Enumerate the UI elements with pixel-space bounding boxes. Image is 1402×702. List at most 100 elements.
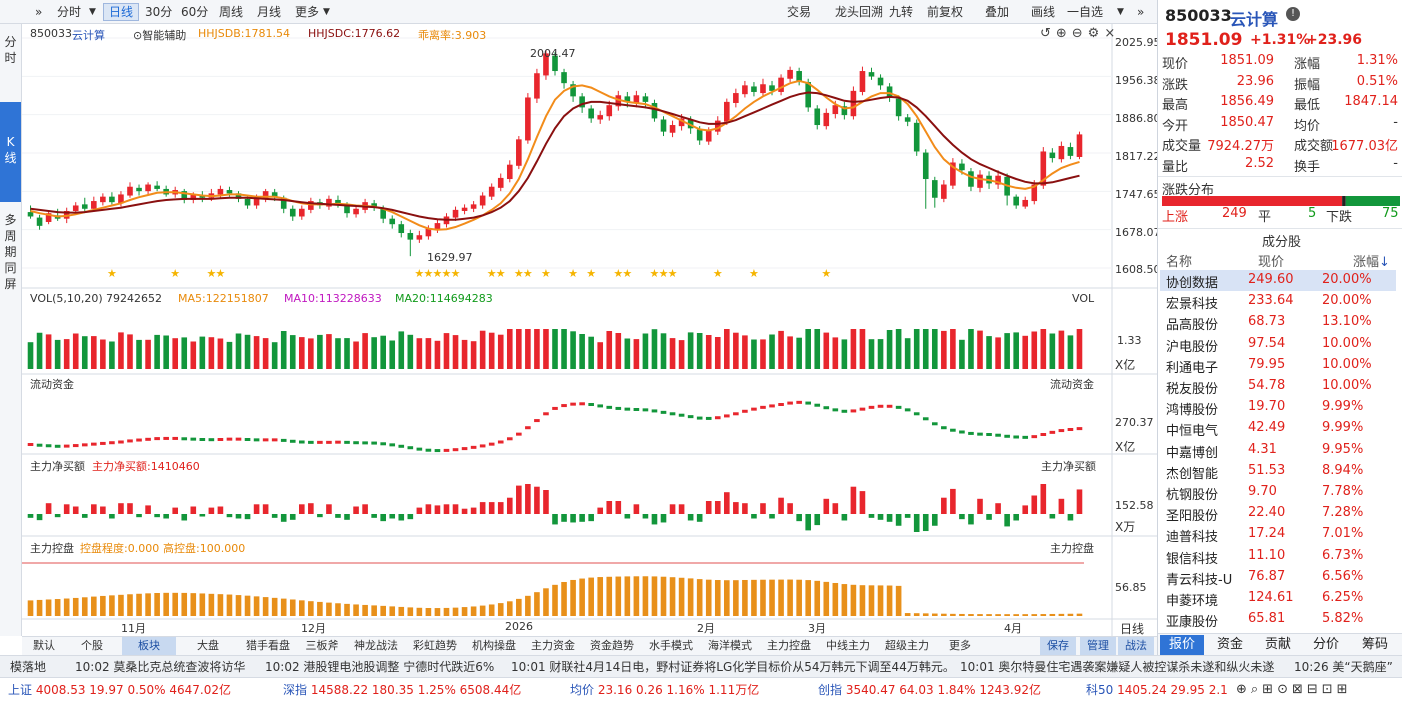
bottom-tab-9[interactable]: 主力资金 (531, 639, 575, 652)
tab-30min[interactable]: 30分 (145, 5, 173, 19)
stock-row[interactable]: 税友股份 54.78 10.00% (1160, 376, 1396, 397)
tab-intraday-1[interactable]: 分 (4, 35, 17, 49)
tab-monthly[interactable]: 月线 (257, 5, 282, 19)
index-sh[interactable]: 上证 4008.53 19.97 0.50% 4647.02亿 (8, 678, 231, 702)
news-item-2[interactable]: 10:02 港股锂电池股调整 宁德时代跌近6% (265, 660, 495, 674)
bottom-tab-15[interactable]: 超级主力 (885, 639, 929, 652)
tab-multi-2[interactable]: 周 (4, 229, 17, 243)
stock-row[interactable]: 利通电子 79.95 10.00% (1160, 355, 1396, 376)
control-bar (91, 596, 97, 616)
stock-row[interactable]: 协创数据 249.60 20.00% (1160, 270, 1396, 291)
save-button[interactable]: 保存 (1040, 637, 1076, 655)
candle-body (941, 184, 947, 199)
collapse-panel-icon[interactable]: » (1137, 5, 1145, 19)
netbuy-bar (651, 514, 658, 525)
tab-multi-4[interactable]: 同 (4, 261, 17, 275)
dragon-review-button[interactable]: 龙头回溯 (835, 5, 884, 19)
tab-weekly[interactable]: 周线 (219, 5, 244, 19)
control-bar (362, 604, 368, 616)
bottom-tab-8[interactable]: 机构操盘 (472, 639, 516, 652)
quote-tab-3[interactable]: 分价 (1312, 637, 1339, 652)
stock-row[interactable]: 鸿博股份 19.70 9.99% (1160, 397, 1396, 418)
news-item-0[interactable]: 模落地 (10, 660, 47, 674)
tab-more[interactable]: 更多 (295, 5, 320, 19)
stock-row[interactable]: 中嘉博创 4.31 9.95% (1160, 440, 1396, 461)
col-price[interactable]: 现价 (1258, 255, 1285, 270)
quote-tab-1[interactable]: 资金 (1216, 637, 1243, 652)
netbuy-bar (959, 514, 965, 520)
tab-multi-5[interactable]: 屏 (4, 277, 17, 291)
news-item-4[interactable]: 10:01 奥尔特曼住宅遇袭案嫌疑人被控谋杀未遂和纵火未遂 (960, 660, 1275, 674)
fenshi-dropdown-icon[interactable]: ▼ (89, 7, 96, 17)
bottom-tab-more[interactable]: 更多 (949, 639, 971, 652)
news-item-3[interactable]: 10:01 财联社4月14日电，野村证券将LG化学目标价从54万韩元下调至44万… (511, 660, 955, 674)
bottom-tab-7[interactable]: 彩虹趋势 (413, 639, 457, 652)
bottom-tab-3[interactable]: 大盘 (197, 639, 219, 652)
draw-line-button[interactable]: 画线 (1031, 5, 1056, 19)
col-name[interactable]: 名称 (1166, 255, 1193, 270)
volume-bar (886, 330, 893, 369)
quote-tab-4[interactable]: 筹码 (1361, 637, 1388, 652)
watchlist-button[interactable]: 一自选 (1067, 5, 1104, 19)
bottom-tab-11[interactable]: 水手模式 (649, 639, 693, 652)
quote-tab-0[interactable]: 报价 (1160, 635, 1204, 655)
volume-bar (931, 329, 938, 369)
col-pct[interactable]: 涨幅↓ (1353, 251, 1390, 270)
stock-row[interactable]: 亚康股份 65.81 5.82% (1160, 609, 1396, 630)
more-dropdown-icon[interactable]: ▼ (323, 7, 330, 17)
control-bar (235, 595, 242, 616)
candle-body (823, 112, 830, 127)
stock-row[interactable]: 迪普科技 17.24 7.01% (1160, 524, 1396, 545)
manage-button[interactable]: 管理 (1080, 637, 1116, 655)
index-sz[interactable]: 深指 14588.22 180.35 1.25% 6508.44亿 (283, 678, 521, 702)
overlay-menu[interactable]: 叠加 (985, 5, 1010, 19)
tab-60min[interactable]: 60分 (181, 5, 209, 19)
stock-row[interactable]: 中恒电气 42.49 9.99% (1160, 418, 1396, 439)
stock-row[interactable]: 杭钢股份 9.70 7.78% (1160, 482, 1396, 503)
control-bar (760, 579, 766, 616)
tab-fenshi[interactable]: 分时 (57, 5, 82, 19)
info-icon[interactable]: ! (1286, 7, 1300, 21)
tab-multi-1[interactable]: 多 (4, 213, 17, 227)
adjust-menu[interactable]: 前复权 (927, 5, 964, 19)
bottom-tab-6[interactable]: 神龙战法 (354, 639, 398, 652)
watchlist-dropdown-icon[interactable]: ▼ (1117, 7, 1124, 17)
stock-row[interactable]: 银信科技 11.10 6.73% (1160, 546, 1396, 567)
candle-body (434, 223, 441, 230)
smart-assist-toggle[interactable]: ⊙智能辅助 (133, 27, 186, 43)
stock-row[interactable]: 圣阳股份 22.40 7.28% (1160, 503, 1396, 524)
bottom-tab-14[interactable]: 中线主力 (826, 639, 870, 652)
chart-tool-icons[interactable]: ↺⊕⊖⚙× (1040, 26, 1121, 41)
bottom-tab-12[interactable]: 海洋模式 (708, 639, 752, 652)
stock-row[interactable]: 申菱环境 124.61 6.25% (1160, 588, 1396, 609)
strategy-button[interactable]: 战法 (1118, 637, 1154, 655)
stock-row[interactable]: 青云科技-U 76.87 6.56% (1160, 567, 1396, 588)
stock-row[interactable]: 品高股份 68.73 13.10% (1160, 312, 1396, 333)
bottom-tab-2[interactable]: 板块 (122, 637, 176, 655)
candle-body (624, 96, 631, 102)
bottom-tab-1[interactable]: 个股 (81, 639, 103, 652)
bottom-tab-0[interactable]: 默认 (33, 639, 55, 652)
stock-row[interactable]: 宏景科技 233.64 20.00% (1160, 291, 1396, 312)
kline-chart[interactable]: ★ ★ ★ ★ ★ ★ ★ ★ ★ ★ ★ ★ ★ ★ ★ ★ ★ ★ ★ ★ ★ ★ ★ ★ (22, 24, 1157, 636)
news-item-5[interactable]: 10:26 美“天鹅座” (1294, 660, 1393, 674)
tab-multi-3[interactable]: 期 (4, 245, 17, 259)
nine-turn-button[interactable]: 九转 (889, 5, 914, 19)
stock-row[interactable]: 沪电股份 97.54 10.00% (1160, 334, 1396, 355)
trade-menu[interactable]: 交易 (787, 5, 812, 19)
tab-intraday-2[interactable]: 时 (4, 51, 17, 65)
stock-row[interactable]: 杰创智能 51.53 8.94% (1160, 461, 1396, 482)
quote-tab-2[interactable]: 贡献 (1264, 637, 1291, 652)
bottom-tab-4[interactable]: 猎手看盘 (246, 639, 290, 652)
status-icons[interactable]: ⊕⌕⊞⊙⊠⊟⊡⊞ (1236, 682, 1352, 697)
double-chevron-icon[interactable]: » (35, 5, 43, 19)
index-cy[interactable]: 创指 3540.47 64.03 1.84% 1243.92亿 (818, 678, 1041, 702)
bottom-tab-13[interactable]: 主力控盘 (767, 639, 811, 652)
bottom-tab-10[interactable]: 资金趋势 (590, 639, 634, 652)
bottom-tab-5[interactable]: 三板斧 (305, 639, 339, 652)
tab-daily[interactable]: 日线 (103, 3, 140, 21)
index-avg[interactable]: 均价 23.16 0.26 1.16% 1.11万亿 (570, 678, 759, 702)
news-item-1[interactable]: 10:02 莫桑比克总统查波将访华 (75, 660, 246, 674)
index-k50[interactable]: 科50 1405.24 29.95 2.1 (1086, 678, 1228, 702)
